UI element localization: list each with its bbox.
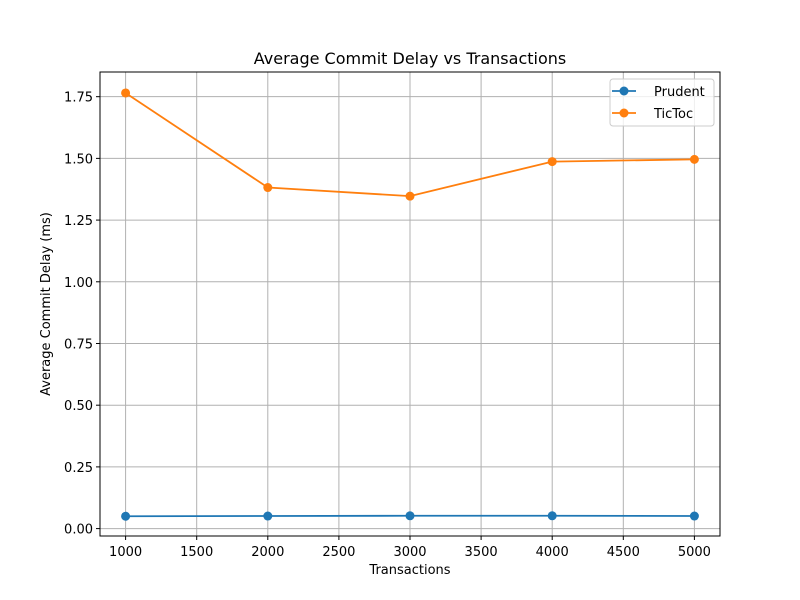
x-tick-label: 5000 [678, 545, 711, 560]
tictoc-point [405, 191, 415, 201]
legend-marker-prudent [619, 86, 629, 96]
x-tick-label: 4500 [607, 545, 640, 560]
y-tick-label: 1.25 [64, 214, 93, 229]
prudent-point [689, 511, 699, 521]
tictoc-point [689, 154, 699, 164]
y-tick-label: 0.25 [64, 461, 93, 476]
x-tick-label: 2000 [251, 545, 284, 560]
y-tick-label: 1.00 [64, 276, 93, 291]
y-tick-label: 0.50 [64, 399, 93, 414]
series-group [121, 88, 699, 521]
x-tick-label: 1000 [109, 545, 142, 560]
y-tick-label: 0.00 [64, 523, 93, 538]
series-tictoc [121, 88, 699, 201]
prudent-point [121, 511, 131, 521]
prudent-point [547, 511, 557, 521]
legend-marker-tictoc [619, 108, 629, 118]
legend: Prudent TicToc [609, 78, 715, 127]
y-tick-label: 0.75 [64, 337, 93, 352]
y-axis-title: Average Commit Delay (ms) [39, 212, 54, 396]
axis-ticks: 1000 1500 2000 2500 3000 3500 4000 4500 5000 0.00… [64, 91, 711, 560]
series-prudent [121, 511, 699, 521]
x-tick-label: 2500 [322, 545, 355, 560]
legend-label-prudent: Prudent [654, 85, 705, 100]
x-tick-label: 3000 [393, 545, 426, 560]
legend-label-tictoc: TicToc [653, 107, 693, 122]
y-tick-label: 1.75 [64, 91, 93, 106]
prudent-point [405, 511, 415, 521]
tictoc-point [121, 88, 131, 98]
x-tick-label: 4000 [536, 545, 569, 560]
x-tick-label: 3500 [465, 545, 498, 560]
tictoc-point [547, 157, 557, 167]
x-axis-title: Transactions [368, 563, 450, 578]
y-tick-label: 1.50 [64, 152, 93, 167]
grid-lines [100, 72, 720, 536]
chart-title: Average Commit Delay vs Transactions [254, 49, 566, 68]
x-tick-label: 1500 [180, 545, 213, 560]
tictoc-point [263, 183, 273, 193]
prudent-point [263, 511, 273, 521]
